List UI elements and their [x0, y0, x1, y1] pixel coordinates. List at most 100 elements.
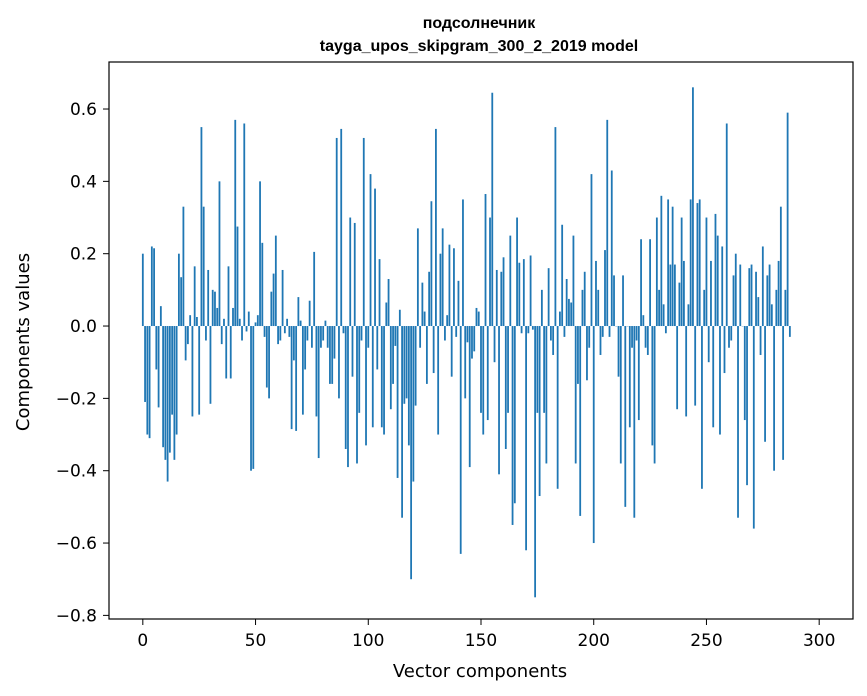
bar: [572, 235, 575, 327]
bar: [200, 127, 203, 327]
bar: [777, 260, 780, 327]
bar: [511, 326, 514, 525]
bar: [297, 297, 300, 327]
bar: [577, 326, 579, 384]
bar: [588, 326, 591, 348]
y-tick-label: 0.0: [70, 317, 97, 337]
bar: [750, 264, 753, 327]
bar: [534, 326, 537, 598]
bar: [155, 326, 158, 370]
bar: [640, 239, 642, 327]
bar: [335, 137, 338, 327]
x-tick-label: 150: [465, 631, 497, 651]
chart-title-line-1: подсолнечник: [423, 15, 537, 32]
bar: [380, 326, 383, 428]
bar: [340, 128, 343, 327]
bar: [369, 174, 372, 327]
bar: [254, 322, 257, 327]
bar: [428, 271, 431, 327]
bar: [710, 260, 712, 327]
bar: [743, 326, 746, 421]
bar: [586, 326, 588, 381]
bar: [211, 289, 214, 327]
bar: [223, 318, 225, 327]
bar: [495, 269, 498, 327]
bar: [261, 242, 264, 327]
bar: [525, 326, 527, 551]
bar: [689, 199, 692, 327]
bar: [759, 326, 762, 355]
bar: [265, 326, 268, 388]
bar: [637, 326, 640, 421]
bar: [365, 326, 367, 446]
bar: [392, 326, 394, 384]
bar: [180, 277, 183, 327]
bar: [554, 127, 557, 327]
bar: [658, 289, 661, 327]
bar: [493, 326, 496, 363]
bar: [437, 326, 440, 435]
x-tick-label: 0: [137, 631, 148, 651]
bar: [723, 326, 726, 374]
bar: [412, 326, 415, 482]
bar: [220, 326, 223, 345]
bar: [311, 326, 313, 348]
bar: [358, 326, 361, 413]
bar: [405, 326, 408, 399]
bar: [482, 326, 485, 435]
bar: [367, 326, 370, 348]
bar: [642, 315, 645, 327]
bar: [331, 326, 334, 384]
bar: [141, 253, 144, 327]
bar: [676, 326, 679, 410]
bar: [218, 181, 221, 327]
bar: [606, 119, 609, 327]
bar: [394, 326, 397, 346]
bar: [164, 326, 167, 460]
bar: [617, 326, 620, 377]
bar: [725, 123, 728, 327]
bar: [166, 326, 169, 482]
bar: [520, 326, 523, 334]
bar: [209, 326, 212, 404]
bar: [241, 326, 243, 341]
bar: [144, 326, 146, 402]
bar: [703, 289, 706, 327]
bar: [322, 326, 325, 341]
bar: [455, 326, 458, 337]
bar: [527, 326, 530, 334]
bar: [581, 289, 584, 327]
bar: [728, 326, 730, 348]
bar: [613, 275, 615, 327]
bar: [313, 251, 316, 327]
bar: [552, 326, 555, 355]
bar: [317, 326, 320, 459]
bar: [516, 217, 518, 327]
bar: [561, 224, 564, 327]
bar: [757, 297, 760, 327]
x-tick-label: 100: [352, 631, 384, 651]
x-tick-label: 50: [245, 631, 267, 651]
bar: [385, 302, 388, 327]
bar: [563, 326, 566, 337]
bar: [739, 264, 742, 327]
x-axis-label: Vector components: [393, 661, 567, 682]
bar: [667, 199, 670, 327]
bar: [473, 326, 476, 352]
bar: [477, 311, 480, 327]
bar: [281, 269, 284, 327]
bar: [448, 244, 451, 327]
bar: [279, 326, 282, 341]
bar: [290, 326, 293, 430]
bar: [712, 326, 715, 428]
bar: [540, 289, 543, 327]
bar: [685, 326, 688, 417]
bar: [701, 326, 703, 489]
bar: [189, 315, 192, 327]
bar: [286, 318, 289, 327]
bar: [680, 217, 683, 327]
bar: [259, 181, 261, 327]
bar: [329, 326, 331, 384]
bar: [705, 217, 708, 327]
